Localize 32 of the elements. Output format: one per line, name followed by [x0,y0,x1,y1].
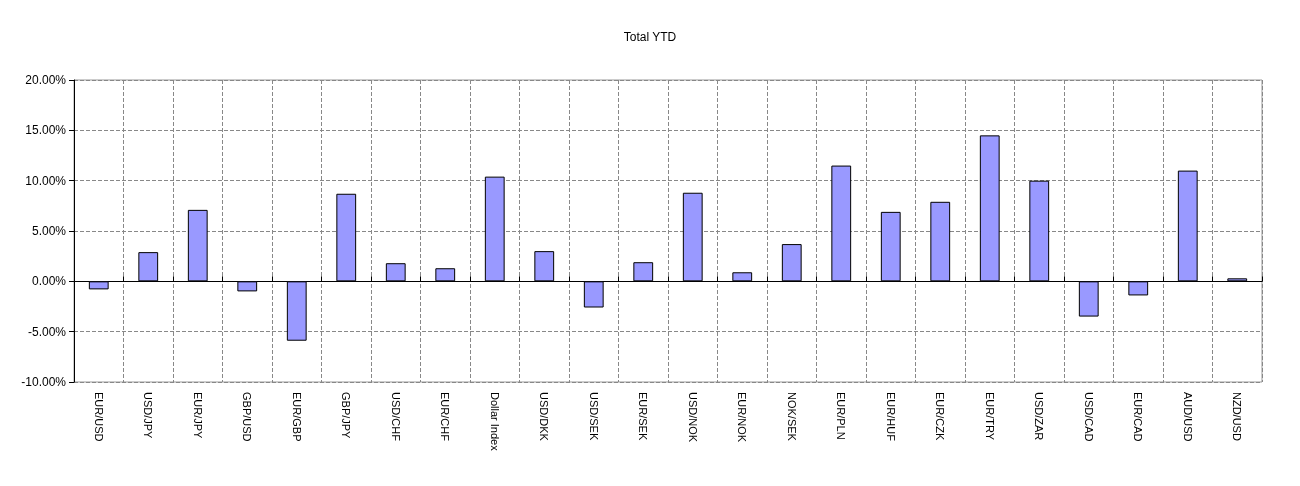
x-tick-label: USD/JPY [142,392,155,440]
y-tick-label: 5.00% [31,224,67,238]
x-tick-label: EUR/PLN [835,392,848,440]
x-tick-label: EUR/JPY [191,392,204,440]
x-tick-label: EUR/GBP [290,392,303,442]
x-tick-label: USD/CAD [1082,392,1095,442]
x-tick-label: USD/NOK [686,392,699,443]
x-tick-label: GBP/JPY [340,392,353,440]
y-tick-label: 20.00% [25,73,67,87]
x-tick-label: USD/SEK [587,392,600,441]
x-tick-label: EUR/NOK [736,392,749,443]
x-tick-label: Dollar Index [488,392,501,452]
x-tick-label: USD/CHF [389,392,402,442]
y-tick-label: -5.00% [27,324,67,339]
x-tick-label: EUR/TRY [983,392,996,441]
x-tick-label: EUR/CZK [934,392,947,441]
x-tick-label: EUR/CHF [439,392,452,442]
x-tick-label: USD/DKK [538,392,551,442]
chart-title: Total YTD [623,30,677,44]
y-tick-label: -10.00% [21,375,67,389]
y-tick-label: 10.00% [25,173,67,188]
x-tick-label: AUD/USD [1181,392,1194,442]
x-tick-label: EUR/HUF [884,392,897,442]
x-tick-label: EUR/CAD [1132,392,1145,442]
x-tick-label: EUR/USD [92,392,105,442]
x-tick-label: NOK/SEK [785,392,798,442]
y-tick-label: 15.00% [25,123,67,138]
x-tick-label: NZD/USD [1231,392,1244,441]
x-tick-label: GBP/USD [241,392,254,442]
x-tick-label: EUR/SEK [637,392,650,441]
x-tick-label: USD/ZAR [1033,392,1046,441]
y-tick-label: 0.00% [31,274,67,289]
